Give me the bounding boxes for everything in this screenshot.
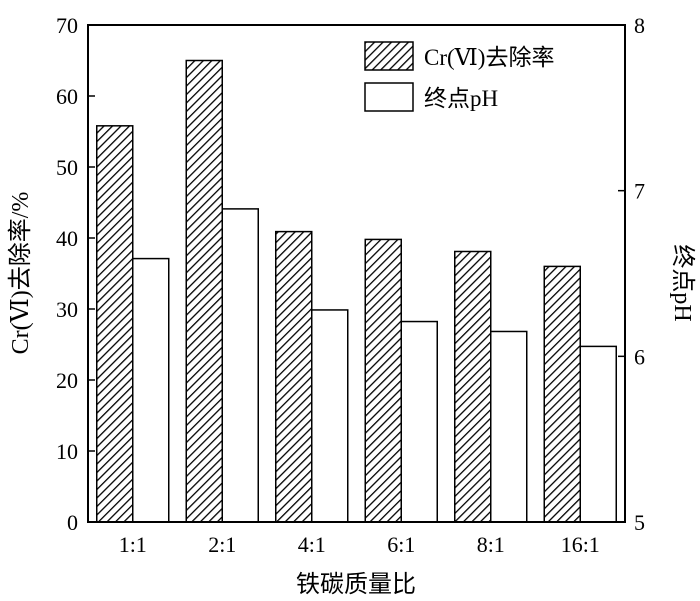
right-axis: 5 6 7 8 (618, 13, 645, 535)
x-axis-title: 铁碳质量比 (296, 571, 416, 598)
left-tick-label: 40 (56, 226, 78, 251)
bar-end-ph (579, 345, 617, 523)
left-tick-label: 20 (56, 368, 78, 393)
right-tick-label: 5 (634, 510, 645, 535)
right-tick-label: 6 (634, 344, 645, 369)
y2-axis-title: 终点pH (669, 244, 696, 321)
bar-removal-rate (96, 125, 134, 523)
left-tick-label: 0 (67, 510, 78, 535)
left-tick-label: 60 (56, 84, 78, 109)
left-tick-label: 70 (56, 13, 78, 38)
x-tick-label: 6:1 (387, 532, 415, 557)
bar-removal-rate (185, 59, 223, 523)
bars-group (96, 59, 617, 523)
bar-end-ph (400, 320, 438, 523)
left-tick-label: 30 (56, 297, 78, 322)
bar-end-ph (490, 330, 528, 523)
legend: Cr(Ⅵ)去除率 终点pH (364, 41, 554, 112)
bar-removal-rate (454, 250, 492, 523)
x-tick-label: 8:1 (477, 532, 505, 557)
x-tick-label: 4:1 (298, 532, 326, 557)
legend-label-removal-rate: Cr(Ⅵ)去除率 (424, 45, 554, 70)
x-tick-label: 1:1 (119, 532, 147, 557)
x-tick-label: 16:1 (561, 532, 600, 557)
legend-swatch-ph (364, 82, 414, 112)
left-axis: 0 10 20 30 40 50 60 70 (56, 13, 95, 535)
y-axis-title: Cr(Ⅵ)去除率/% (7, 192, 34, 355)
x-tick-label: 2:1 (208, 532, 236, 557)
bar-end-ph (221, 208, 259, 523)
bar-end-ph (132, 257, 170, 523)
left-tick-label: 50 (56, 155, 78, 180)
right-tick-label: 7 (634, 179, 645, 204)
legend-label-ph: 终点pH (424, 86, 498, 111)
bar-removal-rate (364, 238, 402, 523)
legend-swatch-removal-rate (364, 41, 414, 71)
x-axis: 1:1 2:1 4:1 6:1 8:1 16:1 (119, 515, 600, 557)
bar-end-ph (311, 309, 349, 523)
bar-removal-rate (543, 265, 581, 523)
left-tick-label: 10 (56, 439, 78, 464)
plot-frame (87, 24, 626, 523)
right-tick-label: 8 (634, 13, 645, 38)
bar-removal-rate (275, 230, 313, 523)
